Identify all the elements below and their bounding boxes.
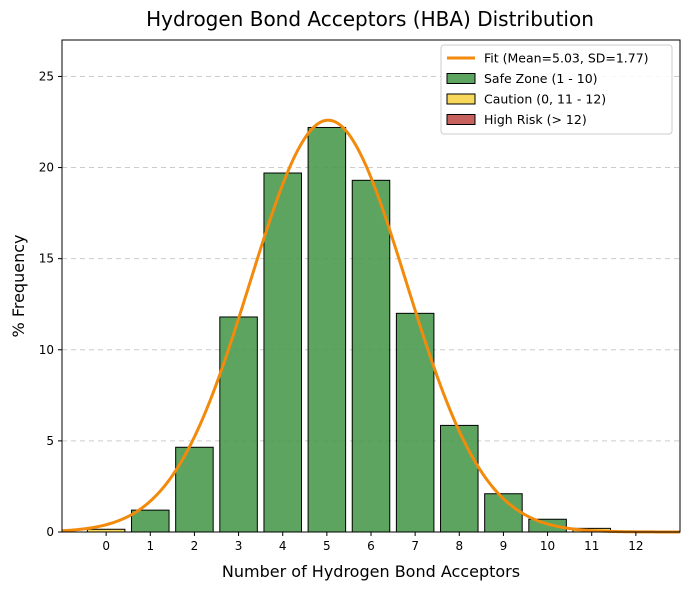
bar-3 bbox=[219, 316, 258, 533]
bar-1 bbox=[131, 509, 170, 533]
x-tick-label-4: 4 bbox=[279, 539, 287, 553]
y-tick-label-15: 15 bbox=[39, 252, 54, 266]
legend-label-2: Caution (0, 11 - 12) bbox=[484, 92, 606, 107]
y-tick-label-5: 5 bbox=[46, 434, 54, 448]
legend-swatch-caution bbox=[446, 93, 476, 105]
x-axis-label: Number of Hydrogen Bond Acceptors bbox=[222, 562, 520, 581]
bar-6 bbox=[351, 179, 391, 533]
fit-curve bbox=[61, 118, 680, 534]
bar-4 bbox=[263, 172, 302, 533]
legend-label-1: Safe Zone (1 - 10) bbox=[484, 71, 598, 86]
legend-swatch-safe bbox=[446, 73, 476, 84]
x-tick-label-0: 0 bbox=[102, 539, 110, 553]
legend: Fit (Mean=5.03, SD=1.77) Safe Zone (1 - 1… bbox=[440, 44, 673, 135]
legend-box bbox=[440, 44, 673, 135]
x-tick-label-7: 7 bbox=[411, 539, 419, 553]
y-tick-label-0: 0 bbox=[46, 525, 54, 539]
bar-8 bbox=[440, 424, 479, 533]
chart-title: Hydrogen Bond Acceptors (HBA) Distributi… bbox=[146, 7, 594, 31]
x-tick-label-8: 8 bbox=[455, 539, 463, 553]
legend-swatch-high_risk bbox=[446, 114, 476, 125]
y-tick-label-10: 10 bbox=[39, 343, 54, 357]
y-axis-ticks: 0 5 10 15 20 25 bbox=[39, 69, 62, 539]
y-axis-label: % Frequency bbox=[9, 235, 28, 338]
bar-5 bbox=[307, 126, 347, 533]
x-tick-label-2: 2 bbox=[191, 539, 199, 553]
x-tick-label-10: 10 bbox=[540, 539, 555, 553]
fit-curve-layer bbox=[61, 118, 680, 534]
x-tick-label-6: 6 bbox=[367, 539, 375, 553]
legend-label-0: Fit (Mean=5.03, SD=1.77) bbox=[484, 51, 649, 66]
x-tick-label-5: 5 bbox=[323, 539, 331, 553]
x-axis-ticks: 0 1 2 3 4 5 6 7 8 9 10 11 12 bbox=[102, 532, 643, 553]
x-tick-label-11: 11 bbox=[584, 539, 599, 553]
x-tick-label-1: 1 bbox=[146, 539, 154, 553]
y-tick-label-20: 20 bbox=[39, 161, 54, 175]
y-tick-label-25: 25 bbox=[39, 69, 54, 83]
x-tick-label-3: 3 bbox=[235, 539, 243, 553]
x-tick-label-12: 12 bbox=[628, 539, 643, 553]
x-tick-label-9: 9 bbox=[500, 539, 508, 553]
bars bbox=[86, 126, 656, 533]
legend-label-3: High Risk (> 12) bbox=[484, 112, 587, 127]
